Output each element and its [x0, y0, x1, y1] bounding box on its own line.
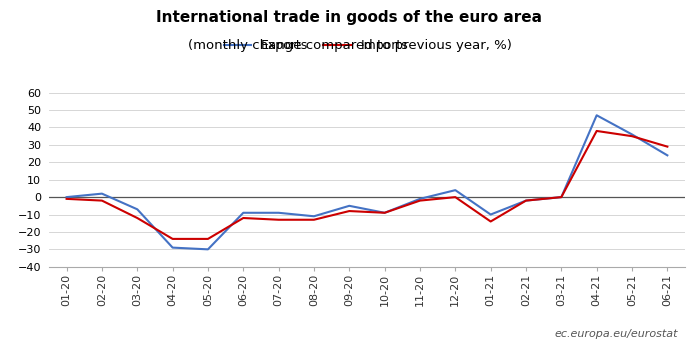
- Imports: [133, 216, 141, 220]
- Imports: [345, 209, 354, 213]
- Exports: [663, 153, 672, 157]
- Imports: [62, 197, 71, 201]
- Exports: [345, 204, 354, 208]
- Exports: [451, 188, 459, 192]
- Exports: [98, 192, 106, 196]
- Line: Imports: Imports: [66, 131, 668, 239]
- Exports: [628, 132, 636, 136]
- Text: International trade in goods of the euro area: International trade in goods of the euro…: [157, 10, 542, 25]
- Exports: [168, 246, 177, 250]
- Imports: [239, 216, 247, 220]
- Imports: [663, 145, 672, 149]
- Exports: [239, 211, 247, 215]
- Imports: [203, 237, 212, 241]
- Exports: [62, 195, 71, 199]
- Imports: [628, 134, 636, 138]
- Imports: [487, 220, 495, 224]
- Imports: [451, 195, 459, 199]
- Legend: Exports, Imports: Exports, Imports: [224, 39, 409, 52]
- Exports: [487, 212, 495, 216]
- Exports: [416, 197, 424, 201]
- Exports: [593, 113, 601, 117]
- Exports: [203, 247, 212, 251]
- Text: (monthly change compared to previous year, %): (monthly change compared to previous yea…: [187, 39, 512, 52]
- Text: ec.europa.eu/eurostat: ec.europa.eu/eurostat: [554, 329, 678, 339]
- Imports: [557, 195, 565, 199]
- Imports: [521, 199, 530, 203]
- Exports: [380, 211, 389, 215]
- Imports: [98, 199, 106, 203]
- Imports: [168, 237, 177, 241]
- Imports: [275, 218, 283, 222]
- Imports: [310, 218, 318, 222]
- Exports: [133, 207, 141, 211]
- Exports: [275, 211, 283, 215]
- Exports: [310, 214, 318, 218]
- Line: Exports: Exports: [66, 115, 668, 249]
- Imports: [416, 199, 424, 203]
- Exports: [557, 195, 565, 199]
- Exports: [521, 199, 530, 203]
- Imports: [380, 211, 389, 215]
- Imports: [593, 129, 601, 133]
